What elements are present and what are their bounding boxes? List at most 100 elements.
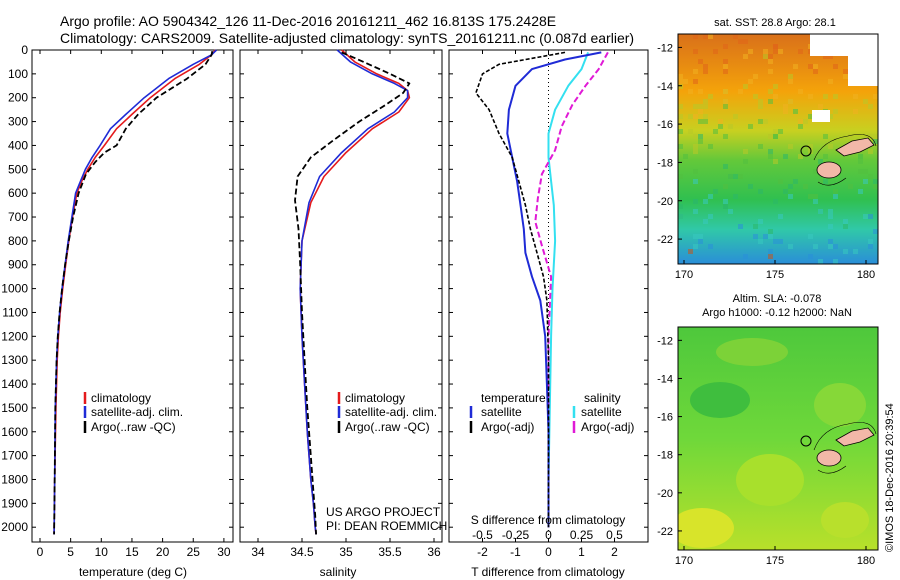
sst-pixel [778, 239, 783, 244]
salinity-xlabel: salinity [320, 565, 357, 579]
sst-pixel [708, 194, 713, 199]
sst-pixel [863, 169, 868, 174]
sst-pixel [843, 224, 848, 229]
cloud-gap-north [810, 34, 878, 56]
sst-pixel [758, 189, 763, 194]
map-xtick-label: 180 [857, 269, 875, 281]
sst-pixel [698, 104, 703, 109]
sst-pixel [853, 94, 858, 99]
sst-pixel [863, 99, 868, 104]
difference-t-tick-label: 2 [611, 545, 618, 559]
sst-pixel [693, 209, 698, 214]
temperature-tick-label: 5 [67, 545, 74, 559]
legend-label-satellite: satellite-adj. clim. [91, 405, 183, 419]
sst-pixel [688, 129, 693, 134]
credit-pi: PI: DEAN ROEMMICH [326, 519, 447, 533]
salinity-tick-label: 34 [251, 545, 265, 559]
depth-tick-label: 500 [8, 162, 28, 176]
sst-pixel [678, 74, 683, 79]
sst-pixel [723, 199, 728, 204]
legend-label-s-argo: Argo(-adj) [581, 420, 634, 434]
island-vanua-levu [835, 427, 875, 447]
sst-pixel [828, 224, 833, 229]
sst-pixel [868, 174, 873, 179]
sst-pixel [868, 239, 873, 244]
sst-pixel [758, 144, 763, 149]
sst-pixel [683, 154, 688, 159]
sst-pixel [778, 179, 783, 184]
sst-pixel [813, 64, 818, 69]
depth-tick-label: 900 [8, 258, 28, 272]
sst-pixel [758, 99, 763, 104]
difference-t-tick-label: 1 [578, 545, 585, 559]
sst-pixel [733, 194, 738, 199]
sst-pixel [828, 239, 833, 244]
sst-pixel [868, 104, 873, 109]
legend-label-t-argo: Argo(-adj) [481, 420, 534, 434]
cloud-gap-mid [812, 110, 830, 122]
sst-pixel [728, 209, 733, 214]
sst-pixel [808, 64, 813, 69]
sst-pixel [848, 184, 853, 189]
difference-s-tick-label: -0.25 [502, 528, 530, 542]
island-viti-levu [816, 161, 842, 179]
temperature-argo-line [53, 51, 214, 535]
sst-pixel [833, 244, 838, 249]
salinity-tick-label: 34.5 [290, 545, 314, 559]
sst-pixel [698, 134, 703, 139]
map-ytick-label: -12 [657, 335, 673, 347]
sst-pixel [723, 59, 728, 64]
sst-pixel [703, 199, 708, 204]
sst-pixel [868, 134, 873, 139]
island-vanua-levu [835, 137, 875, 157]
sst-pixel [698, 234, 703, 239]
header-line-1: Argo profile: AO 5904342_126 11-Dec-2016… [60, 13, 556, 29]
sst-pixel [678, 144, 683, 149]
sst-pixel [873, 184, 878, 189]
sst-pixel [833, 94, 838, 99]
map-ytick-label: -16 [657, 412, 673, 424]
sst-pixel [693, 134, 698, 139]
depth-tick-label: 1900 [1, 496, 28, 510]
sst-pixel [793, 179, 798, 184]
salinity-satellite-line [299, 49, 409, 535]
legend-title-temperature: temperature [481, 391, 546, 405]
sst-pixel [778, 214, 783, 219]
sst-pixel [723, 89, 728, 94]
sst-pixel [703, 99, 708, 104]
sst-pixel [798, 154, 803, 159]
map-ytick-label: -20 [657, 488, 673, 500]
fiji-islands [813, 134, 877, 186]
sst-pixel [773, 49, 778, 54]
sst-pixel [678, 204, 683, 209]
sst-pixel [678, 259, 683, 264]
legend-label-satellite: satellite-adj. clim. [345, 405, 437, 419]
sla-blob [678, 508, 734, 548]
reef-contours [813, 422, 877, 474]
sst-pixel [788, 194, 793, 199]
map-ytick-label: -18 [657, 157, 673, 169]
sst-pixel [853, 109, 858, 114]
sst-pixel [858, 189, 863, 194]
sst-pixel [678, 104, 683, 109]
fiji-islands [813, 422, 877, 474]
salinity-climatology-line [299, 49, 411, 535]
sst-pixel [803, 184, 808, 189]
sst-pixel [753, 224, 758, 229]
sst-pixel [683, 79, 688, 84]
sla-map-frame [677, 326, 879, 551]
sst-pixel [788, 74, 793, 79]
sst-pixel [703, 104, 708, 109]
temperature-tick-label: 20 [156, 545, 170, 559]
credit-project: US ARGO PROJECT [326, 505, 441, 519]
map-xtick-label: 175 [766, 269, 784, 281]
sst-pixel [763, 49, 768, 54]
difference-s-tick-label: 0.5 [606, 528, 623, 542]
sst-pixel [843, 219, 848, 224]
sst-pixel [708, 214, 713, 219]
sst-pixel [823, 134, 828, 139]
depth-tick-label: 400 [8, 138, 28, 152]
sst-pixel [723, 69, 728, 74]
sst-pixel [693, 199, 698, 204]
sst-pixel [853, 249, 858, 254]
